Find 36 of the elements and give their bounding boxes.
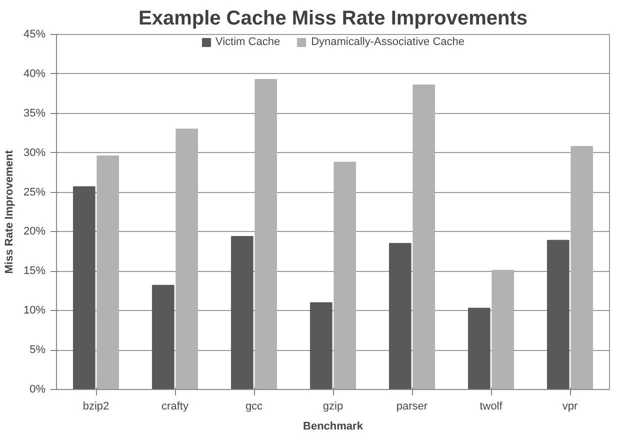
x-tick-label: gzip [322,400,344,412]
x-axis-title: Benchmark [303,420,364,432]
bar [546,240,570,390]
y-tick-label: 40% [23,68,46,80]
bar [412,84,436,390]
y-tick-label: 20% [23,226,46,238]
x-tick-label: bzip2 [82,400,110,412]
x-tick-label: parser [396,400,428,412]
bar [72,186,96,390]
bar [388,243,412,390]
y-tick-label: 30% [23,146,46,159]
x-tick-label: twolf [480,400,504,412]
y-tick-label: 15% [23,265,46,278]
y-tick-label: 35% [23,107,46,120]
bar [334,162,356,390]
bar [570,146,594,390]
x-tick-label: crafty [162,400,189,412]
y-tick-label: 0% [30,384,46,396]
legend-label: Victim Cache [215,36,280,48]
y-tick-label: 10% [23,304,46,317]
y-tick-label: 25% [23,186,46,198]
y-axis-title: Miss Rate Improvement [3,150,16,274]
bar [468,308,490,390]
bar [176,128,198,390]
bar [152,284,174,390]
bar [492,270,514,390]
y-tick-label: 5% [30,344,46,356]
bar [310,302,332,390]
y-tick-label: 45% [23,28,46,40]
bar [254,78,278,390]
chart-title: Example Cache Miss Rate Improvements [138,8,528,30]
bar [230,236,254,390]
x-tick-label: gcc [245,400,264,412]
x-tick-label: vpr [562,400,578,412]
legend-label: Dynamically-Associative Cache [311,36,465,48]
bar [96,155,120,390]
